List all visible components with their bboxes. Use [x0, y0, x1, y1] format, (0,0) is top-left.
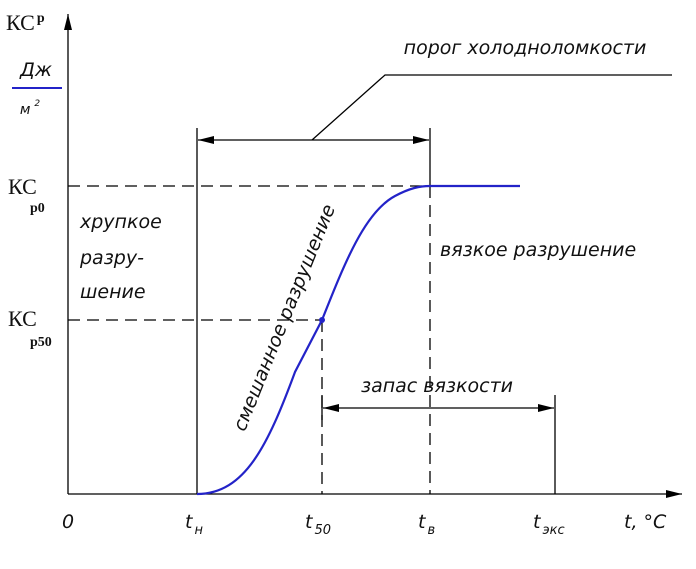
text-part: КС: [6, 10, 35, 35]
text-part: t: [305, 511, 314, 533]
text-part: t: [533, 511, 542, 533]
ductile-label: вязкое разрушение: [440, 239, 636, 261]
brittle-line: хрупкое: [79, 211, 162, 233]
text-part: 50: [314, 523, 331, 538]
text-part: в: [427, 523, 435, 538]
y-label: КС р: [6, 10, 45, 35]
leader-line: [311, 74, 672, 141]
text-part: t: [418, 511, 427, 533]
origin-label: 0: [62, 511, 74, 533]
threshold-label: порог холодноломкости: [404, 37, 647, 59]
brittle-line: разру-: [79, 247, 144, 269]
brittle-line: шение: [80, 281, 146, 303]
x-tick-label: t 50: [305, 511, 331, 538]
kcp50-label: КС р50: [8, 306, 52, 350]
text-part: КС: [8, 306, 37, 331]
text-part: КС: [8, 174, 37, 199]
margin-label: запас вязкости: [361, 375, 513, 397]
text-part: 2: [34, 99, 40, 109]
x-tick-label: t экс: [533, 511, 565, 538]
text-part: р50: [30, 335, 52, 350]
x-axis-label: t, °C: [624, 511, 667, 533]
text-part: t: [185, 511, 194, 533]
text-part: р: [37, 11, 45, 26]
text-part: экс: [542, 523, 564, 538]
kcp0-label: КС р0: [8, 174, 45, 216]
transition-curve: [196, 184, 520, 496]
text-part: р0: [30, 201, 45, 216]
midpoint: [319, 317, 325, 323]
unit-numerator: Дж: [19, 59, 52, 81]
text-part: м: [20, 102, 31, 118]
text-part: н: [194, 523, 203, 538]
